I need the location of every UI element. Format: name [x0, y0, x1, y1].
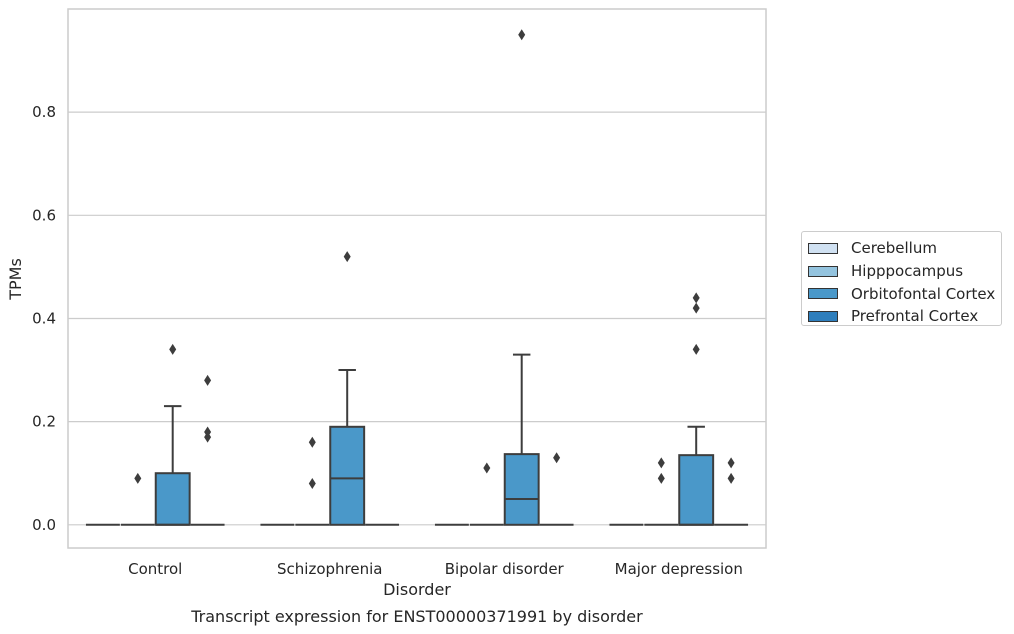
- x-axis-label: Disorder: [383, 580, 451, 599]
- legend-label: Orbitofontal Cortex: [851, 284, 996, 303]
- box-body: [678, 454, 715, 526]
- outlier-point: [169, 343, 177, 355]
- legend-item: Prefrontal Cortex: [808, 305, 1001, 328]
- box: [503, 29, 540, 526]
- y-tick-labels: 0.0 0.2 0.4 0.6 0.8: [32, 103, 56, 534]
- outlier-point: [204, 374, 212, 386]
- box: [678, 292, 715, 526]
- chart-title: Transcript expression for ENST0000037199…: [190, 607, 643, 626]
- outlier-point: [553, 452, 561, 464]
- legend-label: Prefrontal Cortex: [851, 307, 979, 326]
- box: [714, 457, 749, 526]
- box: [295, 436, 330, 526]
- outlier-point: [692, 343, 700, 355]
- box-body: [154, 472, 191, 526]
- box: [329, 251, 366, 526]
- x-tick-label: Bipolar disorder: [445, 560, 565, 578]
- legend-label: Hipppocampus: [851, 262, 964, 281]
- legend-swatch: [808, 265, 838, 277]
- x-tick-label: Schizophrenia: [277, 560, 382, 578]
- outlier-point: [727, 457, 735, 469]
- outlier-point: [308, 478, 316, 490]
- outlier-point: [657, 472, 665, 484]
- y-tick-label: 0.6: [32, 206, 56, 224]
- plot-frame: [67, 8, 767, 549]
- legend: Cerebellum Hipppocampus Orbitofontal Corte…: [801, 231, 1002, 326]
- box: [469, 462, 504, 526]
- y-tick-label: 0.0: [32, 516, 56, 534]
- box-body: [329, 425, 366, 526]
- y-axis-label: TPMs: [6, 258, 25, 301]
- boxes: [85, 29, 749, 526]
- legend-swatch: [808, 288, 838, 300]
- box: [644, 457, 679, 526]
- y-tick-label: 0.8: [32, 103, 56, 121]
- outlier-point: [692, 302, 700, 314]
- outlier-point: [308, 436, 316, 448]
- outlier-point: [204, 426, 212, 438]
- legend-item: Hipppocampus: [808, 260, 1001, 283]
- box: [539, 452, 574, 526]
- legend-swatch: [808, 310, 838, 322]
- y-tick-label: 0.4: [32, 309, 56, 327]
- legend-swatch: [808, 242, 838, 254]
- x-tick-label: Major depression: [615, 560, 743, 578]
- outlier-point: [518, 29, 526, 41]
- box: [154, 343, 191, 526]
- outlier-point: [692, 292, 700, 304]
- x-tick-labels: Control Schizophrenia Bipolar disorder Majo…: [128, 560, 743, 578]
- legend-label: Cerebellum: [851, 239, 937, 258]
- legend-item: Orbitofontal Cortex: [808, 282, 1001, 305]
- box: [190, 374, 225, 526]
- outlier-point: [483, 462, 491, 474]
- x-tick-label: Control: [128, 560, 182, 578]
- y-tick-label: 0.2: [32, 413, 56, 431]
- box-body: [503, 453, 540, 526]
- outlier-point: [134, 472, 142, 484]
- box: [120, 472, 155, 526]
- outlier-point: [727, 472, 735, 484]
- legend-item: Cerebellum: [808, 237, 1001, 260]
- outlier-point: [343, 251, 351, 263]
- outlier-point: [657, 457, 665, 469]
